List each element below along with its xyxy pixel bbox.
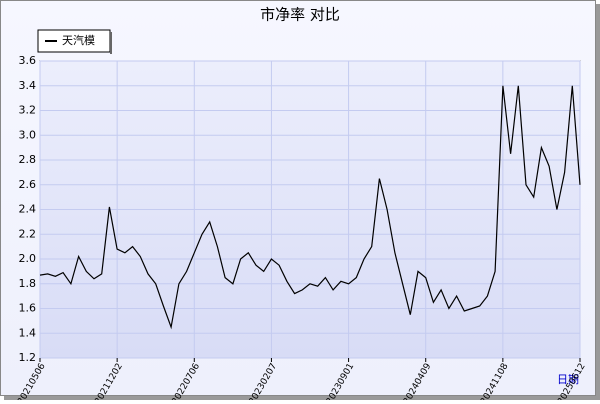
y-tick-label: 2.4 xyxy=(19,203,37,216)
chart-title: 市净率 对比 xyxy=(260,6,340,24)
y-tick-label: 2.8 xyxy=(19,153,37,166)
y-tick-label: 1.6 xyxy=(19,302,37,315)
x-axis-label: 日期 xyxy=(557,373,579,386)
legend-shadow xyxy=(110,32,112,54)
shadow xyxy=(596,4,600,400)
y-tick-label: 1.4 xyxy=(19,326,37,339)
y-tick-label: 3.6 xyxy=(19,54,37,67)
y-tick-label: 2.6 xyxy=(19,178,37,191)
y-tick-label: 2.2 xyxy=(19,227,37,240)
y-tick-label: 3.0 xyxy=(19,128,37,141)
y-tick-label: 2.0 xyxy=(19,252,37,265)
y-tick-label: 3.4 xyxy=(19,79,37,92)
y-tick-label: 3.2 xyxy=(19,104,37,117)
y-tick-label: 1.2 xyxy=(19,351,37,364)
y-tick-label: 1.8 xyxy=(19,277,37,290)
shadow xyxy=(4,396,600,400)
legend-label: 天汽模 xyxy=(62,33,95,47)
series-line xyxy=(39,85,581,330)
